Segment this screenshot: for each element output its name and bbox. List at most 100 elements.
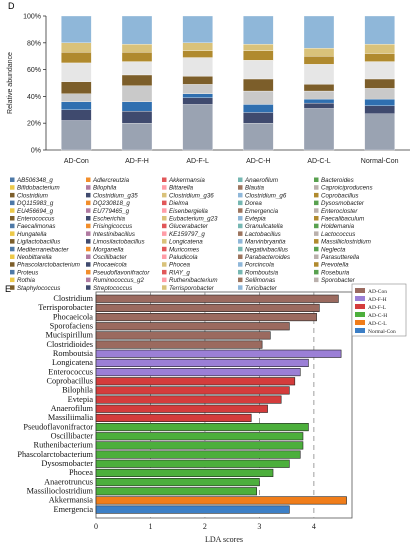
legend-entry: Phocaeicola: [93, 262, 127, 269]
stack-segment-romboutsia: [182, 42, 213, 51]
legend-swatch: [238, 216, 243, 221]
stacked-bar-legend: AB506348_g Adlercreutzia Akkermansia Anaero…: [10, 177, 373, 292]
legend-swatch: [314, 277, 319, 283]
legend-entry: Escherichia: [93, 216, 126, 223]
legend-swatch: [10, 231, 15, 236]
legend-entry: Coprobacillus: [321, 192, 359, 199]
lda-x-tick-label: 0: [94, 522, 98, 531]
stack-segment-clostridium: [303, 84, 335, 92]
legend-swatch: [10, 262, 15, 267]
legend-swatch: [86, 254, 91, 259]
stack-segment-lactobacillus: [243, 104, 274, 113]
lda-x-tick-label: 4: [312, 522, 316, 531]
stack-segment-lactobacillus: [121, 101, 153, 112]
legend-swatch: [162, 269, 167, 275]
legend-swatch: [238, 277, 243, 283]
legend-swatch: [162, 285, 167, 290]
legend-entry: Ligilactobacillus: [17, 239, 60, 246]
legend-entry: Marvinbryantia: [245, 239, 286, 246]
legend-swatch: [238, 269, 243, 275]
legend-entry: Bacteroides: [321, 177, 354, 184]
lda-bar-pseudoflavonifractor: [95, 423, 309, 432]
legend-entry: Paludicola: [169, 254, 198, 261]
legend-swatch: [162, 262, 167, 267]
stack-segment-blautia: [364, 105, 395, 114]
legend-swatch: [162, 200, 167, 206]
lda-legend-entry: AD-C-L: [368, 321, 387, 327]
legend-entry: Lactobacillus: [245, 231, 281, 238]
legend-entry: Clostridium: [17, 192, 48, 199]
legend-swatch: [10, 185, 15, 190]
stack-segment-other: [121, 15, 153, 45]
lda-bar-label: Phocaeicola: [53, 312, 93, 321]
legend-swatch: [238, 254, 243, 259]
legend-swatch: [314, 262, 319, 267]
lda-bar-coprobacillus: [95, 377, 296, 386]
legend-swatch: [238, 262, 243, 267]
lda-legend-entry: AD-C-H: [368, 313, 387, 319]
y-tick-label: 20%: [27, 121, 41, 128]
lda-bar-emergencia: [95, 505, 290, 514]
legend-swatch: [162, 185, 167, 190]
legend-swatch: [86, 231, 91, 236]
lda-bar-label: Emergencia: [54, 505, 94, 514]
legend-swatch: [238, 200, 243, 206]
legend-entry: Mediterraneibacter: [17, 246, 70, 253]
legend-entry: Adlercreutzia: [92, 177, 130, 184]
lda-bar-label: Massiliimalia: [48, 413, 93, 422]
legend-swatch: [86, 262, 91, 267]
legend-swatch: [162, 216, 167, 221]
x-tick-label: AD-C-H: [246, 158, 271, 165]
legend-entry: Phocea: [169, 262, 191, 269]
legend-swatch: [86, 246, 91, 252]
legend-entry: Muricomes: [169, 246, 199, 253]
stack-segment-escherichia: [121, 85, 153, 102]
legend-swatch: [10, 192, 15, 198]
stack-segment-dorea: [182, 50, 213, 58]
legend-entry: Parasutterella: [321, 254, 360, 261]
legend-entry: Streptococcus: [93, 285, 132, 292]
legend-swatch: [314, 192, 319, 198]
legend-swatch: [10, 239, 15, 244]
y-tick-label: 100%: [23, 14, 41, 21]
lda-bar-sporofaciens: [95, 322, 290, 331]
stack-segment-bacteroides: [61, 120, 92, 151]
lda-bar-longicatena: [95, 358, 309, 367]
panel-label-d: D: [8, 1, 15, 11]
x-tick-label: AD-F-H: [125, 158, 149, 165]
legend-entry: Bifidobacterium: [17, 185, 60, 192]
legend-entry: Ruthenibacterium: [169, 277, 218, 284]
stack-segment-escherichia: [182, 84, 213, 94]
legend-entry: Limosilactobacillus: [93, 239, 145, 246]
stack-segment-bacteroides: [303, 108, 335, 151]
legend-swatch: [10, 269, 15, 275]
lda-bar-dysosmobacter: [95, 459, 290, 468]
lda-bar-label: Massilioclostridium: [27, 487, 94, 496]
stack-segment-clostridium: [243, 78, 274, 92]
legend-entry: Rothia: [17, 277, 35, 284]
stack-segment-dorea: [243, 50, 274, 61]
lda-bar-label: Oscillibacter: [51, 432, 94, 441]
stack-segment-other: [182, 15, 213, 43]
lda-bar-oscillibacter: [95, 432, 304, 441]
lda-x-axis-label: LDA scores: [205, 535, 243, 544]
legend-entry: Neglecta: [321, 246, 346, 253]
stack-segment-clostridium: [364, 78, 395, 89]
lda-x-tick-label: 2: [203, 522, 207, 531]
legend-swatch: [162, 239, 167, 244]
legend-swatch: [86, 223, 91, 229]
lda-bar-romboutsia: [95, 349, 342, 358]
lda-bar-label: Dysosmobacter: [41, 459, 93, 468]
stack-segment-escherichia: [243, 90, 274, 105]
lda-bar-ruthenibacterium: [95, 441, 304, 450]
legend-swatch: [86, 192, 91, 198]
lda-legend-swatch: [355, 304, 365, 309]
legend-entry: Roseburia: [321, 269, 350, 276]
legend-swatch: [86, 269, 91, 275]
lda-bar-massilioclostridium: [95, 487, 257, 496]
lda-bar-terrisporobacter: [95, 303, 320, 312]
stack-segment-blautia: [121, 110, 153, 124]
x-tick-label: Normal-Con: [361, 158, 399, 165]
legend-entry: Morganella: [93, 246, 124, 253]
stack-segment-coprobacillus: [364, 61, 395, 80]
